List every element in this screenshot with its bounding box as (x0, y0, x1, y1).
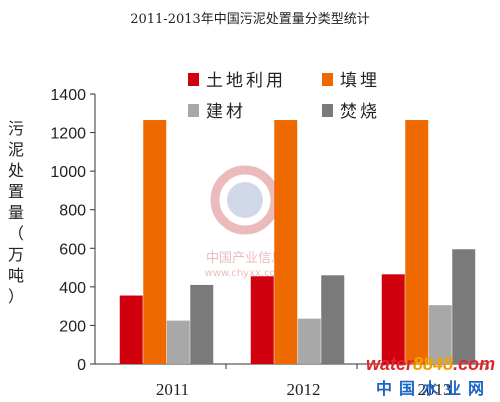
y-tick-label: 400 (59, 280, 86, 297)
bar-2013-土地利用 (381, 274, 405, 364)
legend-label: 填埋 (340, 71, 380, 91)
bar-2011-土地利用 (119, 295, 143, 364)
y-axis-label: 污泥处置量（万吨） (7, 119, 24, 306)
watermark-logo-text: 中国产业信息 (206, 250, 284, 266)
legend-label: 建材 (206, 102, 246, 122)
bar-2013-焚烧 (452, 249, 476, 364)
watermark-site-prefix: water (366, 354, 414, 374)
y-tick-label: 1400 (50, 87, 86, 104)
x-tick-label: 2013 (418, 380, 452, 399)
watermark-site-subtitle: 中国水业网 (376, 379, 492, 398)
bar-2013-建材 (428, 305, 452, 364)
y-tick-label: 200 (59, 318, 86, 335)
chart-title: 2011-2013年中国污泥处置量分类型统计 (130, 12, 370, 27)
bar-2012-焚烧 (321, 275, 345, 364)
legend-label: 焚烧 (340, 102, 380, 122)
y-tick-label: 1000 (50, 164, 86, 181)
bar-2011-填埋 (143, 120, 167, 365)
watermark-logo-url: www.chyxx.com (205, 268, 286, 279)
watermark-site-number: 8848 (413, 354, 454, 374)
watermark-site: water8848.com (366, 354, 495, 375)
bar-2012-土地利用 (250, 276, 274, 364)
bar-2011-建材 (166, 320, 190, 364)
x-tick-label: 2012 (287, 380, 321, 399)
legend-label: 土地利用 (206, 71, 286, 91)
legend-swatch (322, 104, 333, 117)
bar-2012-建材 (297, 318, 321, 364)
bar-2012-填埋 (274, 120, 298, 365)
watermark-logo: 中国产业信息 www.chyxx.com (205, 165, 286, 279)
y-tick-label: 1200 (50, 126, 86, 143)
legend-swatch (188, 73, 199, 86)
y-tick-label: 800 (59, 203, 86, 220)
y-tick-label: 600 (59, 241, 86, 258)
legend-swatch (188, 104, 199, 117)
x-tick-label: 2011 (156, 380, 189, 399)
bar-2011-焚烧 (190, 284, 214, 364)
bar-2013-填埋 (405, 120, 429, 365)
y-tick-label: 0 (77, 357, 86, 374)
legend-swatch (322, 73, 333, 86)
watermark-site-suffix: .com (453, 354, 496, 374)
